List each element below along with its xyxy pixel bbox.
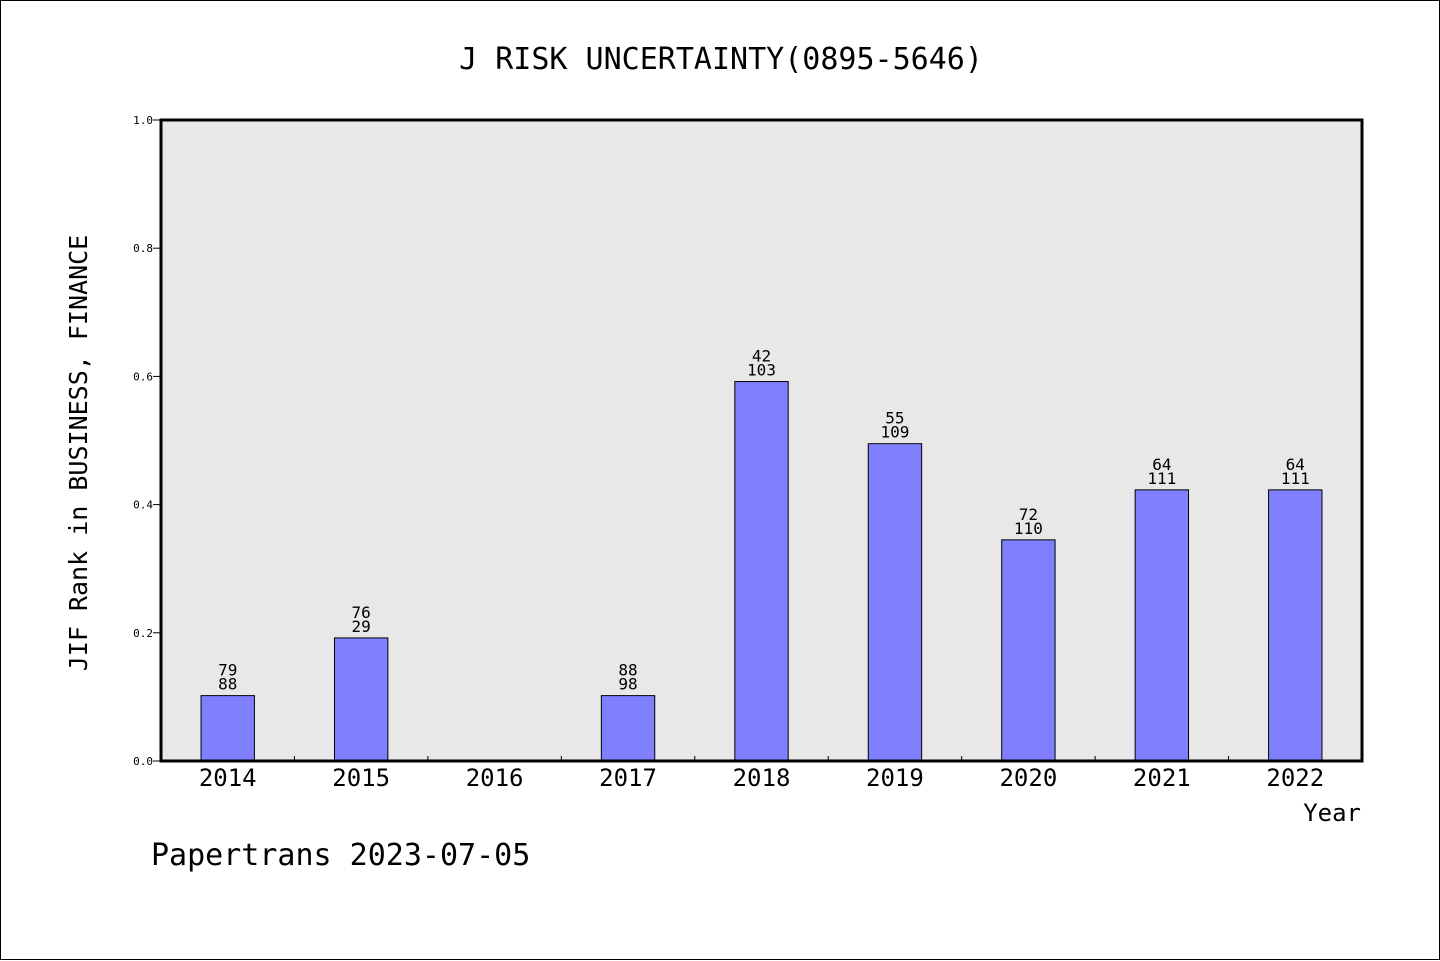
bar-label-top-2021: 64 (1152, 455, 1171, 474)
bar-2021 (1134, 489, 1190, 762)
bar-label-top-2017: 88 (618, 661, 637, 680)
bar-2022 (1268, 489, 1323, 762)
x-tick-label: 2022 (1266, 764, 1324, 792)
bars (200, 381, 1323, 762)
bar-label-top-2014: 79 (218, 661, 237, 680)
y-tick-label: 1.0 (133, 114, 153, 127)
bar-2017 (600, 695, 656, 762)
footer-note: Papertrans 2023-07-05 (151, 838, 530, 873)
x-tick-label: 2016 (466, 764, 524, 792)
bar-label-top-2018: 42 (752, 347, 771, 366)
bar-label-bottom-2015: 29 (352, 617, 371, 636)
x-tick-label: 2014 (199, 764, 257, 792)
x-tick-label: 2015 (332, 764, 390, 792)
x-tick-label: 2021 (1133, 764, 1191, 792)
x-tick-label: 2020 (999, 764, 1057, 792)
chart-title: J RISK UNCERTAINTY(0895-5646) (459, 42, 983, 77)
bar-label-bottom-2022: 111 (1281, 469, 1310, 488)
y-tick-label: 0.4 (133, 499, 153, 512)
plot-border (159, 118, 1364, 763)
x-tick-label: 2018 (733, 764, 791, 792)
bar-label-bottom-2020: 110 (1014, 519, 1043, 538)
x-axis-ticks: 2014 2015 2016 2017 2018 2019 2020 2021 2022 (199, 756, 1324, 792)
bar-label-top-2015: 76 (352, 603, 371, 622)
y-tick-label: 0.2 (133, 627, 153, 640)
y-tick-label: 0.0 (133, 755, 153, 768)
bar-label-bottom-2018: 103 (747, 361, 776, 380)
y-tick-label: 0.6 (133, 370, 153, 383)
bar-label-bottom-2017: 98 (618, 675, 637, 694)
bar-label-top-2019: 55 (885, 409, 904, 428)
bar-2015 (333, 637, 389, 762)
bar-2020 (1001, 539, 1056, 762)
bar-label-bottom-2019: 109 (880, 423, 909, 442)
x-axis-label: Year (1303, 799, 1361, 827)
x-tick-label: 2019 (866, 764, 924, 792)
bar-label-top-2020: 72 (1019, 505, 1038, 524)
bar-2014 (200, 695, 255, 762)
x-tick-label: 2017 (599, 764, 657, 792)
y-axis-ticks: 0.0 0.2 0.4 0.6 0.8 1.0 (133, 114, 161, 768)
bar-2018 (734, 381, 789, 762)
bar-label-bottom-2014: 88 (218, 675, 237, 694)
y-tick-label: 0.8 (133, 242, 153, 255)
bar-2019 (867, 443, 923, 762)
bar-label-top-2022: 64 (1286, 455, 1305, 474)
y-axis-label: JIF Rank in BUSINESS, FINANCE (64, 235, 93, 672)
bar-label-bottom-2021: 111 (1147, 469, 1176, 488)
